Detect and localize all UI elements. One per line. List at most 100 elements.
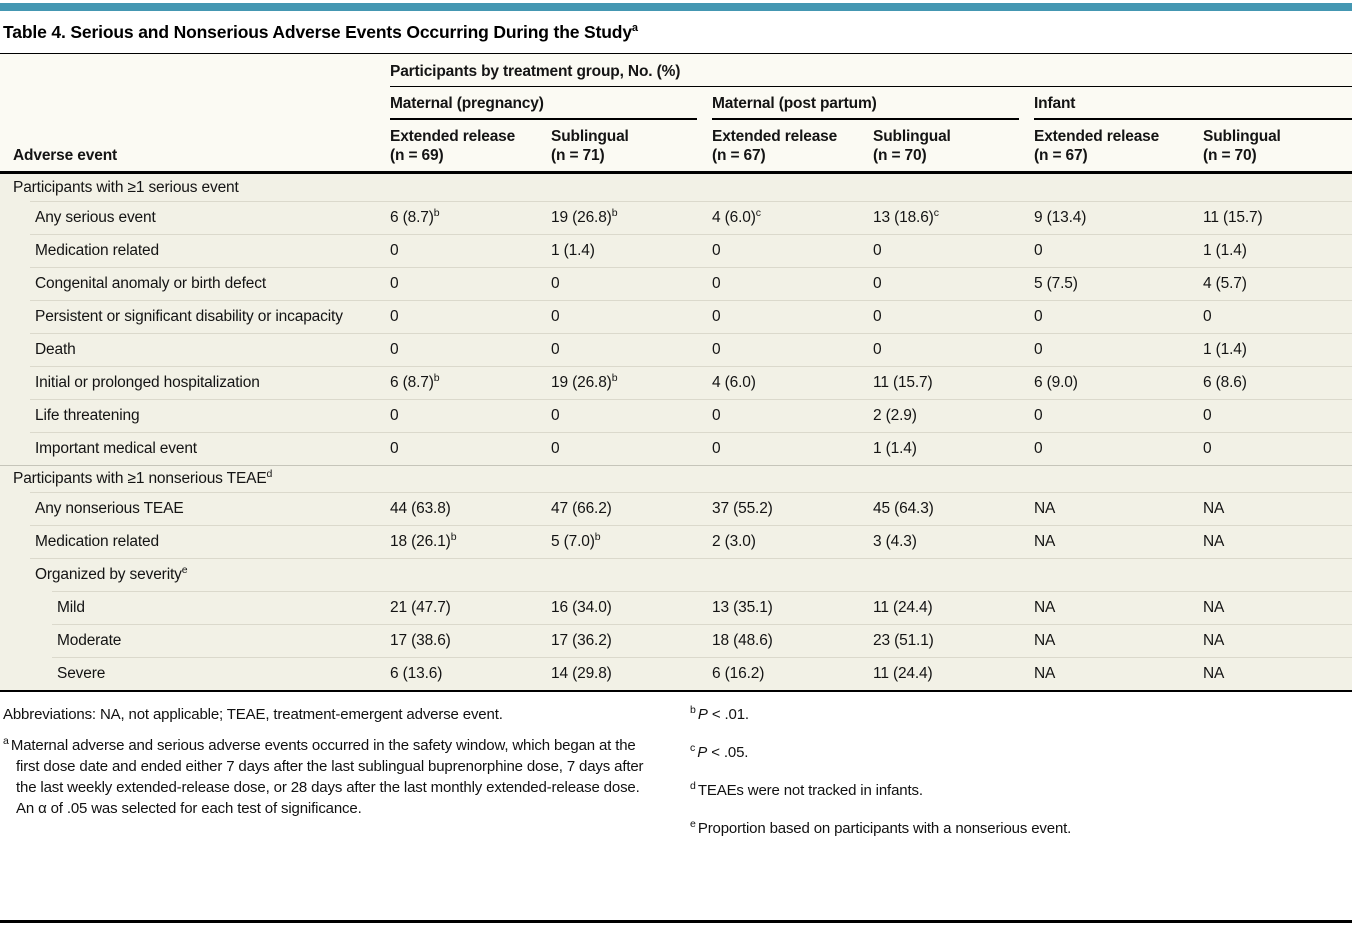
row-label: Persistent or significant disability or …	[35, 307, 343, 325]
body-bottom-rule	[0, 689, 1352, 692]
header-body-divider	[0, 171, 1352, 174]
cell-value: 11 (24.4)	[873, 598, 933, 616]
cell-value: 0	[712, 406, 721, 424]
cell-value: NA	[1034, 598, 1056, 616]
row-label: Severe	[57, 664, 106, 682]
row-label: Any serious event	[35, 208, 156, 226]
cell-value: 0	[873, 241, 882, 259]
cell-value: 0	[873, 307, 882, 325]
cell-value: NA	[1203, 532, 1225, 550]
table-row: Life threatening 0 0 0 2 (2.9) 0 0	[0, 398, 1352, 432]
column-header: Extended release (n = 67)	[712, 128, 838, 164]
column-group-header: Participants by treatment group, No. (%)	[390, 54, 1352, 87]
cell-value: 13 (18.6)c	[873, 206, 939, 226]
cell-value: 0	[390, 241, 399, 259]
cell-value: 9 (13.4)	[1034, 208, 1087, 226]
cell-value: 13 (35.1)	[712, 598, 773, 616]
cell-value: 0	[1034, 406, 1043, 424]
cell-value: 0	[712, 241, 721, 259]
cell-value: 19 (26.8)b	[551, 371, 618, 391]
cell-value: 0	[390, 340, 399, 358]
cell-value: NA	[1034, 499, 1056, 517]
footnotes-left-column: Abbreviations: NA, not applicable; TEAE,…	[3, 704, 648, 856]
cell-value: NA	[1034, 532, 1056, 550]
section-row: Participants with ≥1 serious event	[0, 174, 1352, 201]
cell-value: 14 (29.8)	[551, 664, 612, 682]
cell-value: 23 (51.1)	[873, 631, 934, 649]
table-row: Persistent or significant disability or …	[0, 299, 1352, 333]
cell-value: 45 (64.3)	[873, 499, 934, 517]
cell-value: 0	[1203, 406, 1212, 424]
row-label: Participants with ≥1 nonserious TEAEd	[13, 467, 273, 487]
table-row: Organized by severitye	[0, 557, 1352, 591]
row-label: Participants with ≥1 serious event	[13, 178, 239, 196]
cell-value: 3 (4.3)	[873, 532, 917, 550]
cell-value: 6 (8.7)b	[390, 206, 440, 226]
row-label: Congenital anomaly or birth defect	[35, 274, 266, 292]
row-label: Life threatening	[35, 406, 140, 424]
row-label: Any nonserious TEAE	[35, 499, 184, 517]
cell-value: 1 (1.4)	[1203, 241, 1247, 259]
row-label: Medication related	[35, 241, 159, 259]
row-label: Death	[35, 340, 76, 358]
cell-value: NA	[1034, 631, 1056, 649]
cell-value: 0	[873, 340, 882, 358]
cell-value: 1 (1.4)	[551, 241, 595, 259]
footnotes: Abbreviations: NA, not applicable; TEAE,…	[0, 692, 1352, 856]
cell-value: 0	[1034, 439, 1043, 457]
table-row: Moderate 17 (38.6) 17 (36.2) 18 (48.6) 23 (5…	[0, 623, 1352, 657]
teal-accent-bar	[0, 3, 1352, 11]
cell-value: 6 (13.6)	[390, 664, 443, 682]
cell-value: 5 (7.5)	[1034, 274, 1078, 292]
table-body: Participants with ≥1 serious event Any se…	[0, 173, 1352, 690]
cell-value: 4 (6.0)c	[712, 206, 761, 226]
column-header: Sublingual (n = 71)	[551, 128, 629, 164]
cell-value: 17 (36.2)	[551, 631, 612, 649]
cell-value: 6 (16.2)	[712, 664, 765, 682]
cell-value: NA	[1203, 598, 1225, 616]
footnote-e: e Proportion based on participants with a…	[690, 818, 1072, 837]
cell-value: 11 (15.7)	[1203, 208, 1263, 226]
cell-value: 4 (6.0)	[712, 373, 756, 391]
table-title-footnote-marker: a	[631, 22, 639, 35]
row-label: Medication related	[35, 532, 159, 550]
cell-value: NA	[1203, 631, 1225, 649]
cell-value: 0	[551, 439, 560, 457]
table-row: Medication related 0 1 (1.4) 0 0 0 1 (1.4)	[0, 233, 1352, 267]
column-header: Sublingual (n = 70)	[873, 128, 951, 164]
cell-value: 0	[712, 340, 721, 358]
cell-value: 0	[390, 274, 399, 292]
cell-value: 0	[551, 307, 560, 325]
table-row: Death 0 0 0 0 0 1 (1.4)	[0, 332, 1352, 366]
table-row: Any nonserious TEAE 44 (63.8) 47 (66.2) 37 …	[0, 491, 1352, 525]
abbreviations-note: Abbreviations: NA, not applicable; TEAE,…	[3, 706, 503, 723]
cell-value: 0	[390, 439, 399, 457]
table-row: Congenital anomaly or birth defect 0 0 0 0 5 …	[0, 266, 1352, 300]
table-row: Mild 21 (47.7) 16 (34.0) 13 (35.1) 11 (24.4)…	[0, 590, 1352, 624]
cell-value: 0	[551, 274, 560, 292]
cell-value: 1 (1.4)	[873, 439, 917, 457]
cell-value: 0	[390, 307, 399, 325]
cell-value: 21 (47.7)	[390, 598, 451, 616]
cell-value: 0	[551, 340, 560, 358]
column-header: Extended release (n = 69)	[390, 128, 516, 164]
column-header: Sublingual (n = 70)	[1203, 128, 1281, 164]
table-row: Important medical event 0 0 0 1 (1.4) 0 0	[0, 431, 1352, 465]
group-infant: Infant	[1034, 87, 1352, 120]
row-label: Mild	[57, 598, 85, 616]
cell-value: 18 (48.6)	[712, 631, 773, 649]
row-header-adverse-event: Adverse event	[13, 147, 118, 164]
cell-value: 4 (5.7)	[1203, 274, 1247, 292]
cell-value: 18 (26.1)b	[390, 530, 457, 550]
cell-value: NA	[1203, 664, 1225, 682]
table-title-text: Table 4. Serious and Nonserious Adverse …	[3, 22, 632, 42]
cell-value: 17 (38.6)	[390, 631, 451, 649]
table-row: Initial or prolonged hospitalization 6 (8…	[0, 365, 1352, 399]
cell-value: 44 (63.8)	[390, 499, 451, 517]
footnote-d: d TEAEs were not tracked in infants.	[690, 780, 923, 799]
cell-value: 2 (2.9)	[873, 406, 917, 424]
cell-value: 0	[390, 406, 399, 424]
table-row: Severe 6 (13.6) 14 (29.8) 6 (16.2) 11 (24.4)…	[0, 656, 1352, 690]
